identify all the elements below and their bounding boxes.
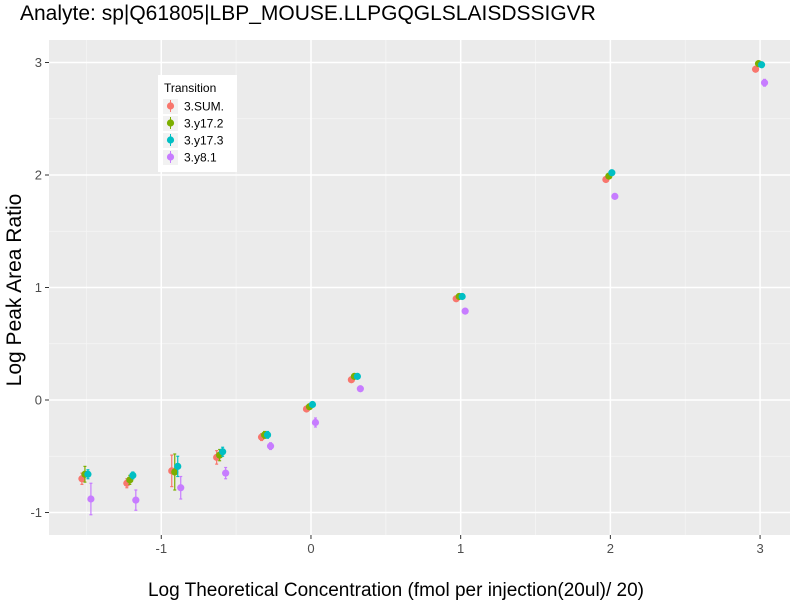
data-point [87, 495, 95, 503]
y-axis-ticks: -1 0 1 2 3 [30, 55, 49, 520]
data-point [129, 471, 137, 479]
data-point [219, 448, 227, 456]
data-point [308, 400, 317, 409]
legend-label: 3.SUM. [184, 100, 224, 114]
x-tick-label: 2 [607, 541, 614, 556]
legend-key-point [166, 102, 175, 110]
x-tick-label: 1 [457, 541, 464, 556]
legend-item: 3.y17.3 [163, 133, 224, 148]
data-point [458, 292, 466, 301]
y-tick-label: 0 [35, 393, 42, 408]
data-point [222, 469, 230, 477]
data-points [78, 60, 769, 516]
data-point [757, 61, 766, 69]
y-tick-label: 2 [35, 168, 42, 183]
data-point [171, 468, 179, 476]
legend-key-point [166, 153, 175, 161]
legend-item: 3.y8.1 [163, 150, 217, 165]
data-point [174, 462, 182, 470]
data-point [84, 470, 92, 478]
data-point [608, 169, 616, 177]
data-point [611, 192, 619, 200]
legend-item: 3.SUM. [163, 99, 224, 114]
y-tick-label: -1 [30, 505, 42, 520]
x-tick-label: 3 [756, 541, 763, 556]
data-point [266, 442, 275, 450]
data-point [177, 484, 185, 492]
legend-key-point [166, 119, 175, 127]
x-axis-title: Log Theoretical Concentration (fmol per … [148, 580, 644, 600]
data-point [353, 372, 361, 380]
series-3-y17-3 [84, 61, 766, 480]
legend-label: 3.y17.2 [184, 117, 224, 131]
x-tick-label: 0 [307, 541, 314, 556]
data-point [263, 431, 272, 439]
legend-key-point [166, 136, 175, 144]
legend: Transition 3.SUM. 3.y17.2 3.y17.3 3.y8.1 [158, 75, 237, 172]
legend-label: 3.y17.3 [184, 134, 224, 148]
data-point [751, 65, 760, 73]
y-axis-title: Log Peak Area Ratio [3, 194, 26, 387]
data-point [356, 385, 364, 393]
data-point [760, 79, 769, 87]
x-axis-ticks: -1 0 1 2 3 [155, 535, 764, 556]
legend-title: Transition [164, 81, 216, 95]
x-tick-label: -1 [155, 541, 167, 556]
legend-item: 3.y17.2 [163, 116, 224, 131]
data-point [461, 307, 469, 315]
y-tick-label: 3 [35, 55, 42, 70]
data-point [311, 418, 320, 427]
data-point [132, 496, 140, 504]
series-3-y8-1 [87, 78, 769, 516]
legend-label: 3.y8.1 [184, 151, 217, 165]
chart-title: Analyte: sp|Q61805|LBP_MOUSE.LLPGQGLSLAI… [20, 2, 596, 25]
y-tick-label: 1 [35, 280, 42, 295]
